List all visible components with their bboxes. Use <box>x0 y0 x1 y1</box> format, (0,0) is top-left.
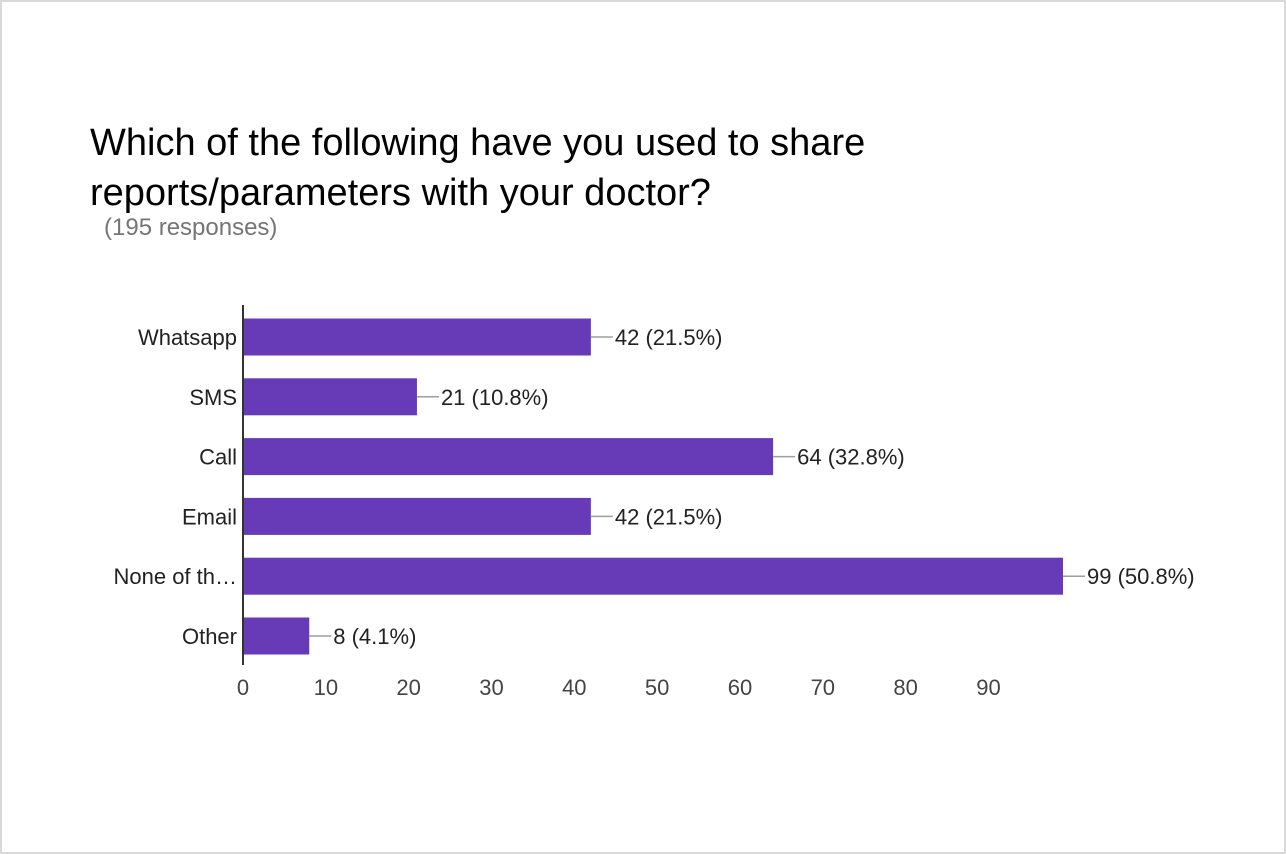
bar <box>243 497 591 535</box>
x-tick-label: 30 <box>479 675 503 700</box>
bar <box>243 378 417 416</box>
category-label: Other <box>182 624 237 649</box>
category-label: Email <box>182 504 237 529</box>
data-label: 99 (50.8%) <box>1087 564 1195 589</box>
data-label: 42 (21.5%) <box>615 504 723 529</box>
x-tick-label: 10 <box>314 675 338 700</box>
data-label: 64 (32.8%) <box>797 445 905 470</box>
x-tick-label: 60 <box>728 675 752 700</box>
data-label: 42 (21.5%) <box>615 325 723 350</box>
x-tick-label: 70 <box>811 675 835 700</box>
bar <box>243 557 1064 595</box>
x-tick-label: 0 <box>237 675 249 700</box>
bar <box>243 438 774 476</box>
category-label: Whatsapp <box>138 325 237 350</box>
data-label: 8 (4.1%) <box>333 624 416 649</box>
data-label: 21 (10.8%) <box>441 385 549 410</box>
x-tick-label: 40 <box>562 675 586 700</box>
x-tick-label: 50 <box>645 675 669 700</box>
response-count: (195 responses) <box>104 214 278 241</box>
bar <box>243 318 591 356</box>
x-tick-label: 20 <box>396 675 420 700</box>
category-label: None of th… <box>113 564 237 589</box>
x-tick-label: 90 <box>976 675 1000 700</box>
category-label: Call <box>199 445 237 470</box>
category-label: SMS <box>189 385 237 410</box>
x-tick-label: 80 <box>893 675 917 700</box>
chart-title: Which of the following have you used to … <box>90 122 866 214</box>
bar <box>243 617 310 655</box>
